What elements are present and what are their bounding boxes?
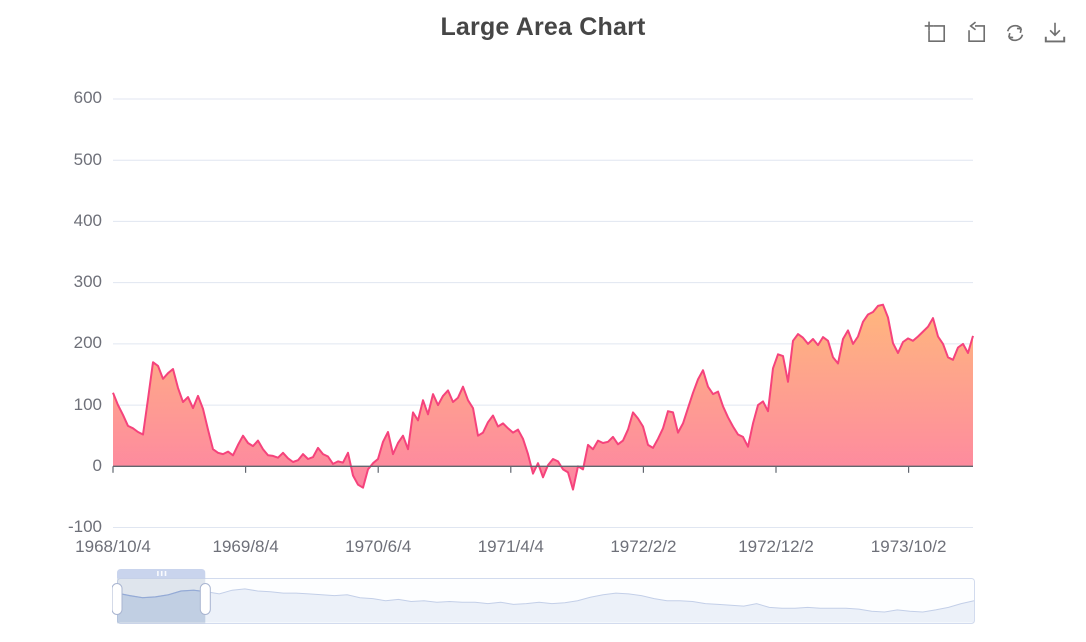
datazoom-selected-preview-fill bbox=[117, 590, 206, 623]
y-axis-label: 400 bbox=[73, 210, 102, 230]
y-axis-label: 100 bbox=[73, 394, 102, 414]
datazoom-selection[interactable] bbox=[117, 578, 206, 624]
toolbox bbox=[922, 20, 1068, 46]
grip-icon bbox=[160, 571, 163, 576]
restore-icon[interactable] bbox=[1002, 20, 1028, 46]
x-axis-label: 1970/6/4 bbox=[345, 537, 412, 556]
datazoom-right-handle[interactable] bbox=[199, 583, 211, 615]
datazoom-left-handle[interactable] bbox=[112, 583, 123, 615]
datazoom-preview-fill bbox=[117, 588, 974, 623]
series-line bbox=[112, 303, 974, 491]
x-axis-label: 1969/8/4 bbox=[212, 537, 279, 556]
y-axis-label: 500 bbox=[73, 149, 102, 169]
y-axis-label: -100 bbox=[67, 517, 102, 537]
datazoom-slider[interactable] bbox=[112, 568, 980, 626]
y-axis-label: 0 bbox=[92, 455, 102, 475]
x-axis-label: 1972/2/2 bbox=[610, 537, 677, 556]
zoom-select-icon[interactable] bbox=[922, 20, 948, 46]
y-axis-label: 600 bbox=[73, 88, 102, 108]
grip-icon bbox=[157, 571, 159, 576]
x-axis-label: 1971/4/4 bbox=[477, 537, 544, 556]
grip-icon bbox=[164, 571, 167, 576]
save-image-icon[interactable] bbox=[1042, 20, 1068, 46]
y-axis-label: 300 bbox=[73, 272, 102, 292]
chart-title: Large Area Chart bbox=[440, 13, 646, 41]
datazoom-preview-line bbox=[116, 588, 975, 613]
y-axis-label: 200 bbox=[73, 333, 102, 353]
zoom-reset-icon[interactable] bbox=[962, 20, 988, 46]
x-axis-label: 1972/12/2 bbox=[738, 537, 814, 556]
x-axis-label: 1973/10/2 bbox=[870, 537, 947, 556]
area-fill bbox=[113, 304, 973, 490]
x-axis-label: 1968/10/4 bbox=[75, 537, 151, 556]
